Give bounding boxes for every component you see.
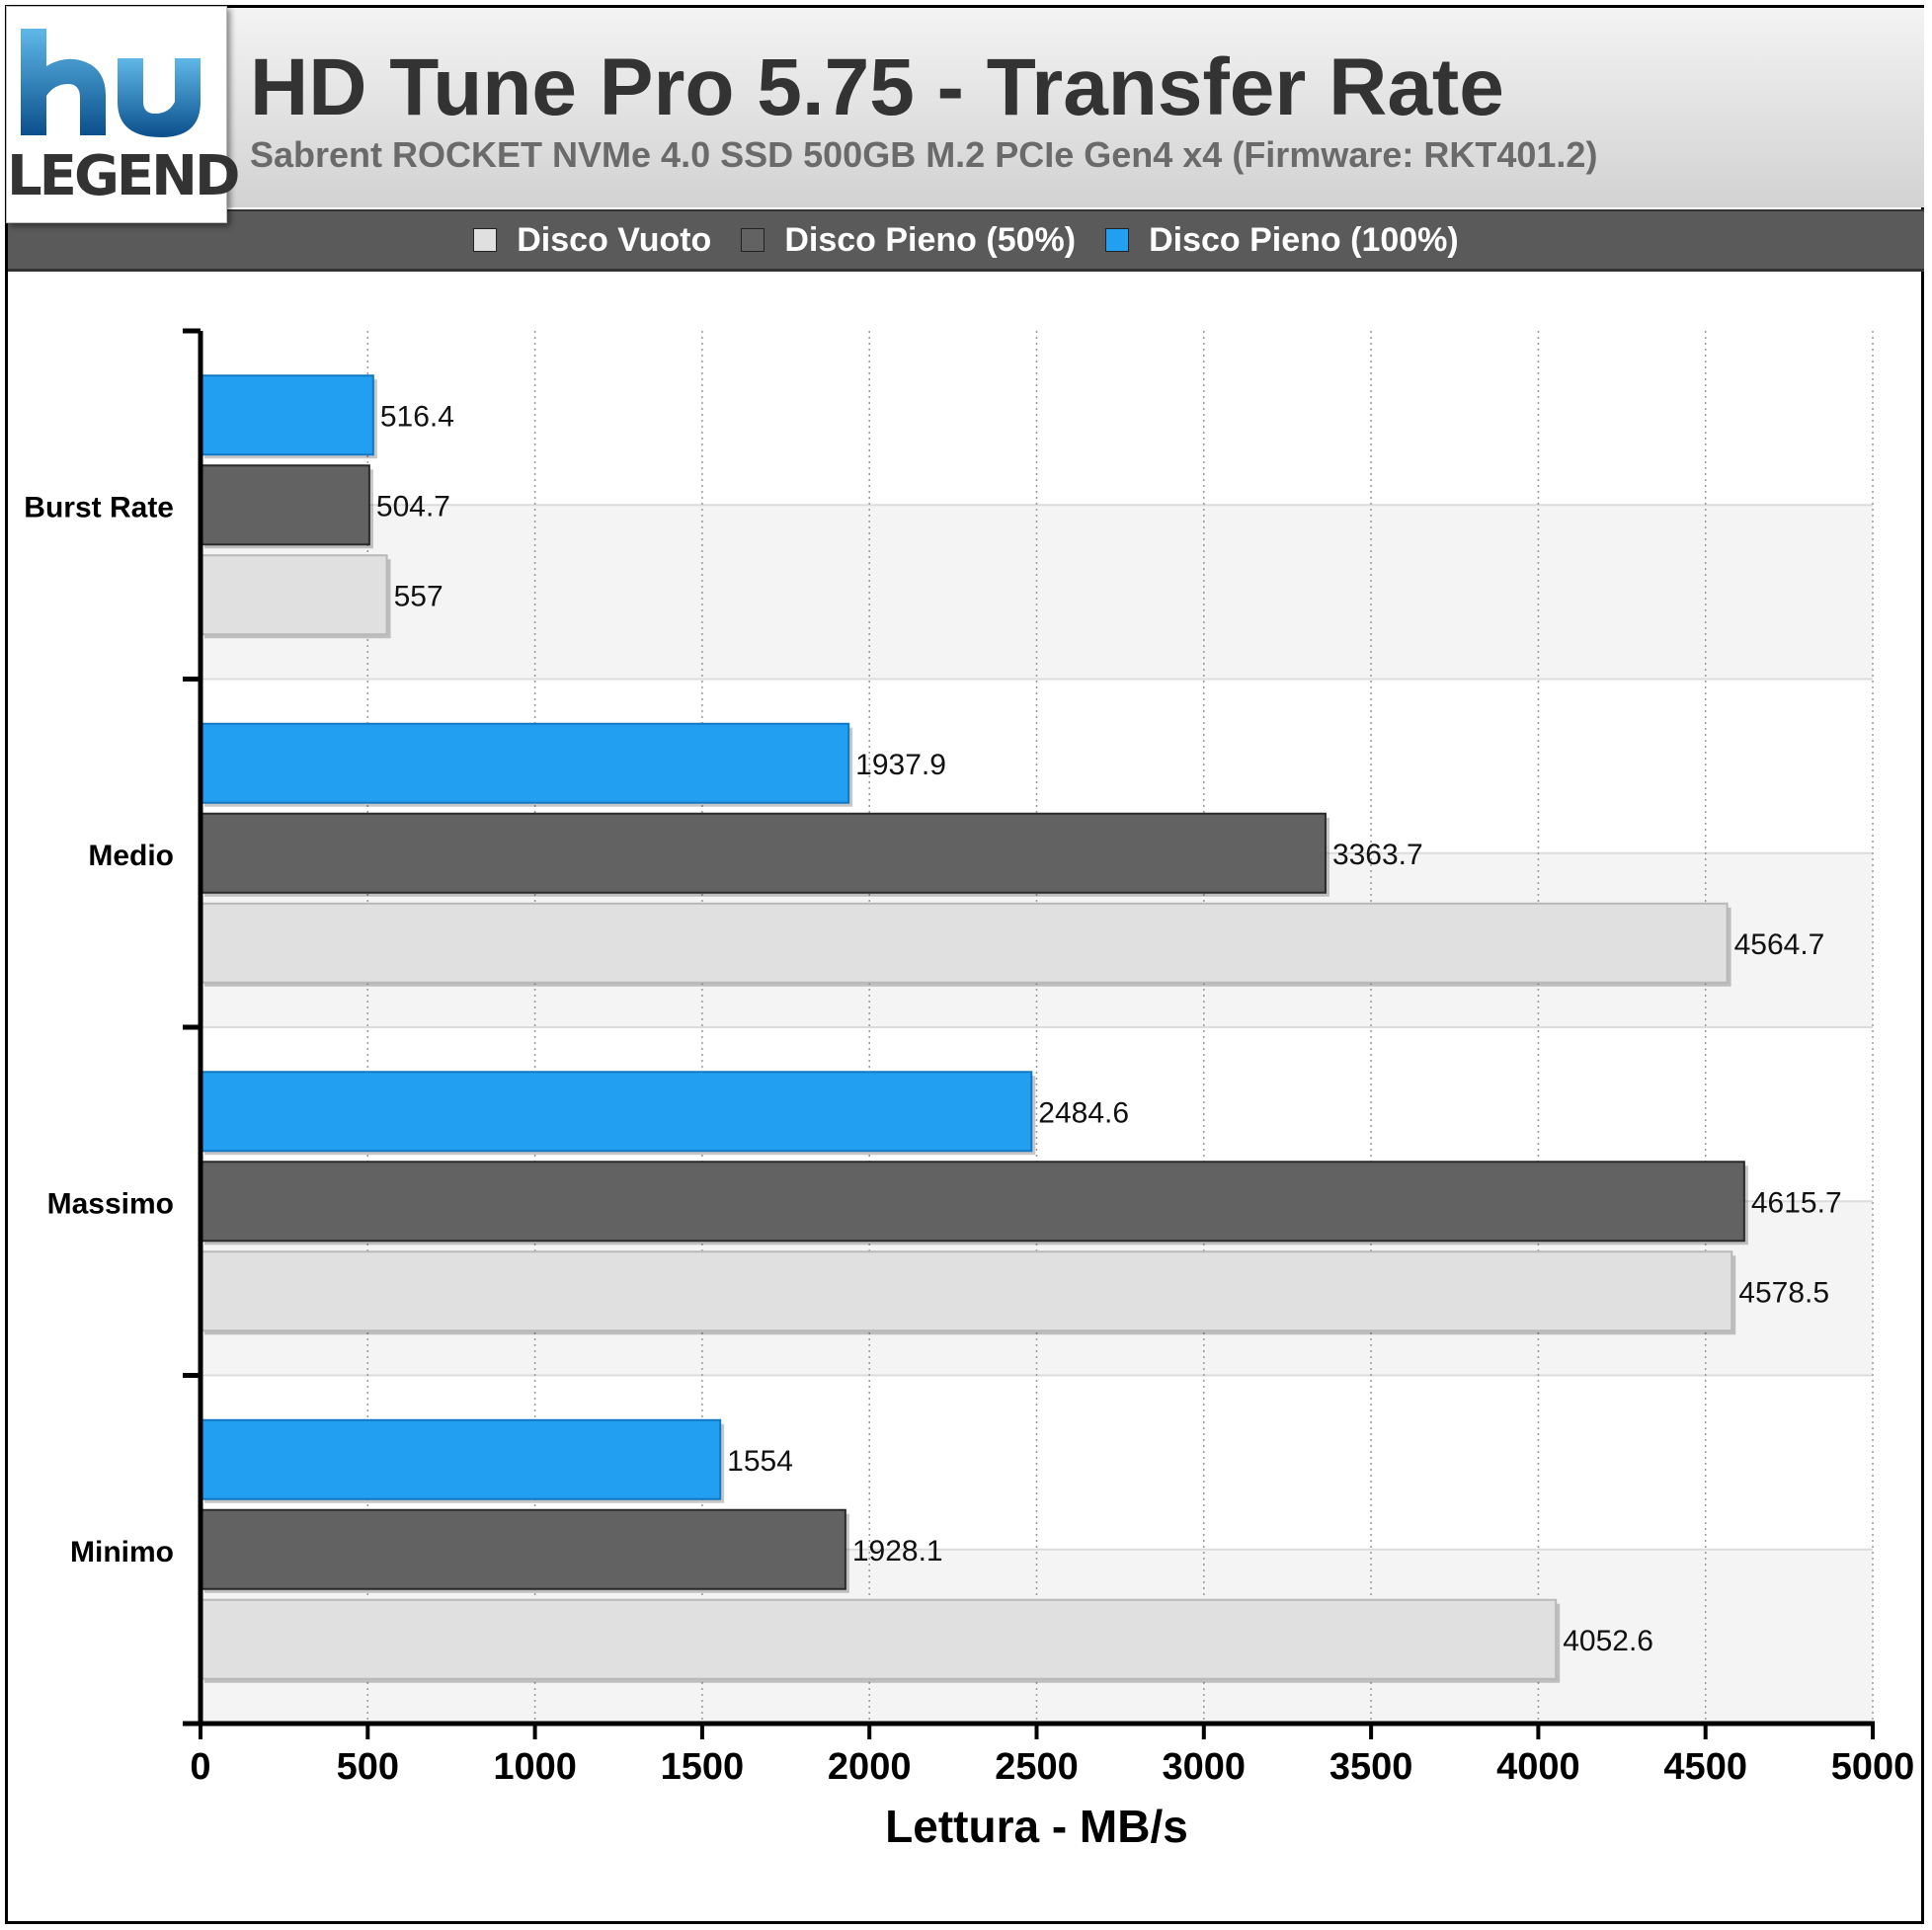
bar bbox=[200, 902, 1729, 984]
bar bbox=[200, 722, 850, 804]
bar bbox=[200, 1161, 1745, 1243]
legend-item-disco-vuoto: Disco Vuoto bbox=[473, 221, 711, 260]
site-logo: LEGEND bbox=[6, 6, 241, 223]
chart-subtitle: Sabrent ROCKET NVMe 4.0 SSD 500GB M.2 PC… bbox=[250, 134, 1598, 175]
bar bbox=[200, 464, 370, 546]
x-tick-label: 4000 bbox=[1496, 1746, 1580, 1788]
legend-swatch bbox=[473, 228, 498, 252]
bar bbox=[200, 1508, 846, 1590]
x-tick-label: 2500 bbox=[995, 1746, 1079, 1788]
chart-header: HD Tune Pro 5.75 - Transfer Rate Sabrent… bbox=[8, 8, 1924, 207]
legend-item-disco-pieno-50: Disco Pieno (50%) bbox=[741, 221, 1076, 260]
data-label: 4578.5 bbox=[1738, 1276, 1829, 1309]
data-label: 1937.9 bbox=[855, 749, 946, 781]
x-tick-label: 1500 bbox=[661, 1746, 745, 1788]
bar bbox=[200, 1598, 1558, 1680]
logo-mark-icon bbox=[21, 29, 201, 137]
bar bbox=[200, 1250, 1733, 1332]
data-label: 557 bbox=[394, 580, 443, 612]
legend-label: Disco Pieno (100%) bbox=[1149, 220, 1459, 259]
legend-label: Disco Vuoto bbox=[517, 220, 712, 259]
category-label: Minimo bbox=[70, 1536, 174, 1568]
legend-swatch bbox=[1105, 228, 1130, 252]
bar bbox=[200, 1071, 1033, 1153]
legend-item-disco-pieno-100: Disco Pieno (100%) bbox=[1105, 221, 1459, 260]
data-label: 1554 bbox=[727, 1445, 793, 1478]
chart-legend: Disco Vuoto Disco Pieno (50%) Disco Pien… bbox=[8, 209, 1924, 272]
category-label: Medio bbox=[88, 840, 174, 872]
chart-title: HD Tune Pro 5.75 - Transfer Rate bbox=[250, 42, 1504, 132]
x-tick-label: 3500 bbox=[1329, 1746, 1413, 1788]
legend-swatch bbox=[741, 228, 765, 252]
data-label: 504.7 bbox=[376, 490, 450, 523]
bar bbox=[200, 374, 374, 456]
category-label: Massimo bbox=[47, 1187, 174, 1220]
x-tick-label: 3000 bbox=[1163, 1746, 1247, 1788]
x-tick-label: 2000 bbox=[828, 1746, 912, 1788]
data-label: 4052.6 bbox=[1563, 1625, 1653, 1657]
data-label: 4564.7 bbox=[1734, 928, 1825, 961]
x-tick-label: 500 bbox=[337, 1746, 399, 1788]
bar bbox=[200, 554, 388, 636]
data-label: 2484.6 bbox=[1038, 1096, 1129, 1129]
x-axis-label: Lettura - MB/s bbox=[885, 1801, 1188, 1852]
data-label: 3363.7 bbox=[1332, 839, 1423, 871]
bar bbox=[200, 1418, 722, 1500]
legend-label: Disco Pieno (50%) bbox=[784, 220, 1077, 259]
category-label: Burst Rate bbox=[24, 491, 174, 523]
data-label: 1928.1 bbox=[852, 1535, 943, 1568]
logo-text: LEGEND bbox=[7, 144, 241, 208]
bar bbox=[200, 812, 1327, 894]
x-tick-label: 4500 bbox=[1663, 1746, 1747, 1788]
x-tick-label: 5000 bbox=[1831, 1746, 1915, 1788]
x-tick-label: 0 bbox=[190, 1746, 210, 1788]
x-tick-label: 1000 bbox=[493, 1746, 577, 1788]
data-label: 4615.7 bbox=[1751, 1186, 1842, 1219]
data-label: 516.4 bbox=[380, 400, 454, 433]
